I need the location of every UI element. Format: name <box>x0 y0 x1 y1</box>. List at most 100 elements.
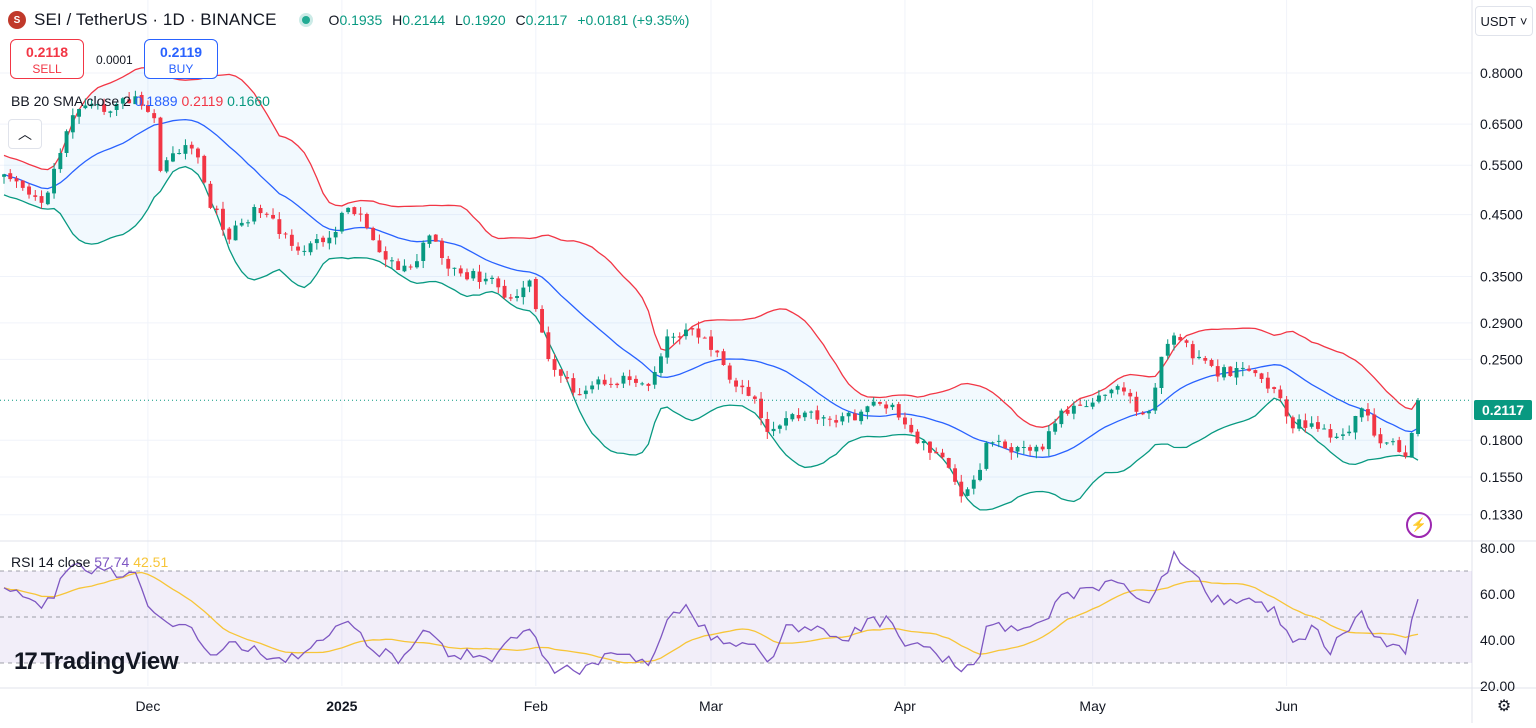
candle <box>940 448 945 459</box>
candle-body <box>1341 434 1345 436</box>
candle <box>740 379 745 395</box>
candle <box>289 229 294 251</box>
candle <box>483 272 488 285</box>
candle <box>108 110 113 118</box>
candle-body <box>1090 402 1095 407</box>
candle <box>364 212 369 230</box>
candle-body <box>558 369 563 376</box>
candle-body <box>258 208 263 214</box>
candle-body <box>915 431 920 444</box>
candle-body <box>2 174 6 177</box>
bb-lower-value: 0.1660 <box>227 93 270 109</box>
rsi-legend[interactable]: RSI 14 close 57.74 42.51 <box>11 554 168 570</box>
candle <box>427 234 432 248</box>
currency-selector[interactable]: USDT ˅ <box>1475 6 1533 36</box>
candle-body <box>227 228 232 240</box>
time-tick-label: Dec <box>135 698 160 714</box>
chevron-up-icon: ︿ <box>18 126 32 142</box>
candle <box>1065 405 1070 416</box>
candle-body <box>408 266 413 268</box>
candle <box>596 376 601 390</box>
candle <box>283 231 288 239</box>
symbol-title[interactable]: SEI / TetherUS · 1D · BINANCE <box>34 10 277 29</box>
candle <box>70 108 75 139</box>
candle <box>1384 442 1389 446</box>
candle-body <box>421 242 426 261</box>
candle-body <box>158 117 163 171</box>
candle <box>158 116 163 173</box>
candle <box>903 412 907 429</box>
candle-body <box>77 109 81 117</box>
candle-body <box>752 396 757 399</box>
candle-body <box>1303 420 1308 428</box>
candle-body <box>809 411 814 413</box>
sell-button[interactable]: 0.2118 SELL <box>10 39 84 79</box>
gear-icon[interactable]: ⚙ <box>1496 698 1512 715</box>
candle <box>177 149 182 155</box>
candle-body <box>734 380 738 387</box>
candle-body <box>1309 423 1314 427</box>
price-tick-label: 0.2900 <box>1480 315 1523 331</box>
low-value: 0.1920 <box>462 12 506 28</box>
bb-basis-line <box>3 118 1419 458</box>
bb-legend[interactable]: BB 20 SMA close 2 0.1889 0.2119 0.1660 <box>11 93 270 109</box>
candle-body <box>540 309 544 333</box>
candle-body <box>152 113 157 119</box>
candle-body <box>884 404 889 409</box>
last-price-badge: 0.2117 <box>1474 400 1532 420</box>
candle <box>540 305 544 334</box>
time-tick-label: Feb <box>524 698 548 714</box>
candle <box>1403 445 1408 459</box>
candle <box>1290 415 1295 434</box>
candle-body <box>1247 368 1251 371</box>
candle <box>896 401 901 421</box>
candle-body <box>102 104 107 112</box>
candle-body <box>1366 409 1370 416</box>
candle <box>1178 333 1183 341</box>
axis-layer: 0.8000 0.6500 0.5500 0.4500 0.3500 0.2900 0.25… <box>135 65 1523 714</box>
candle-body <box>440 240 444 258</box>
candle-body <box>1140 412 1145 415</box>
rsi-line <box>3 550 1419 676</box>
candle <box>583 385 588 399</box>
candle <box>759 392 763 426</box>
candle-body <box>1384 442 1389 444</box>
candle <box>1097 389 1101 404</box>
price-tick-label: 0.3500 <box>1480 269 1523 285</box>
candle <box>715 349 720 358</box>
candle-body <box>1159 356 1164 388</box>
collapse-legend-button[interactable]: ︿ <box>8 119 42 149</box>
candle <box>314 233 319 250</box>
candle <box>2 173 6 184</box>
candle-body <box>928 441 932 453</box>
market-status-icon[interactable] <box>298 13 313 27</box>
candle-body <box>139 95 144 106</box>
candle-body <box>571 378 576 393</box>
time-tick-label: 2025 <box>326 698 357 714</box>
lightning-icon[interactable]: ⚡ <box>1406 512 1432 538</box>
candle-body <box>333 232 338 238</box>
candle-body <box>802 412 807 418</box>
rsi-tick-label: 80.00 <box>1480 540 1515 556</box>
candle-body <box>846 412 851 417</box>
candle-body <box>646 383 651 386</box>
tradingview-logo[interactable]: 17 TradingView <box>14 648 179 676</box>
candle <box>308 241 313 256</box>
candle <box>1197 350 1201 360</box>
candle-body <box>602 379 607 385</box>
candle <box>371 226 376 241</box>
candle <box>1021 440 1026 455</box>
candle-body <box>878 402 882 404</box>
candle-body <box>684 329 688 337</box>
candle-body <box>214 208 219 210</box>
candle-body <box>765 419 770 432</box>
candle-body <box>1097 395 1101 402</box>
candle <box>627 369 632 386</box>
bollinger-band-layer <box>3 66 1419 511</box>
candle <box>602 374 607 386</box>
candle <box>77 108 81 124</box>
buy-button[interactable]: 0.2119 BUY <box>144 39 218 79</box>
candle-body <box>27 186 31 195</box>
